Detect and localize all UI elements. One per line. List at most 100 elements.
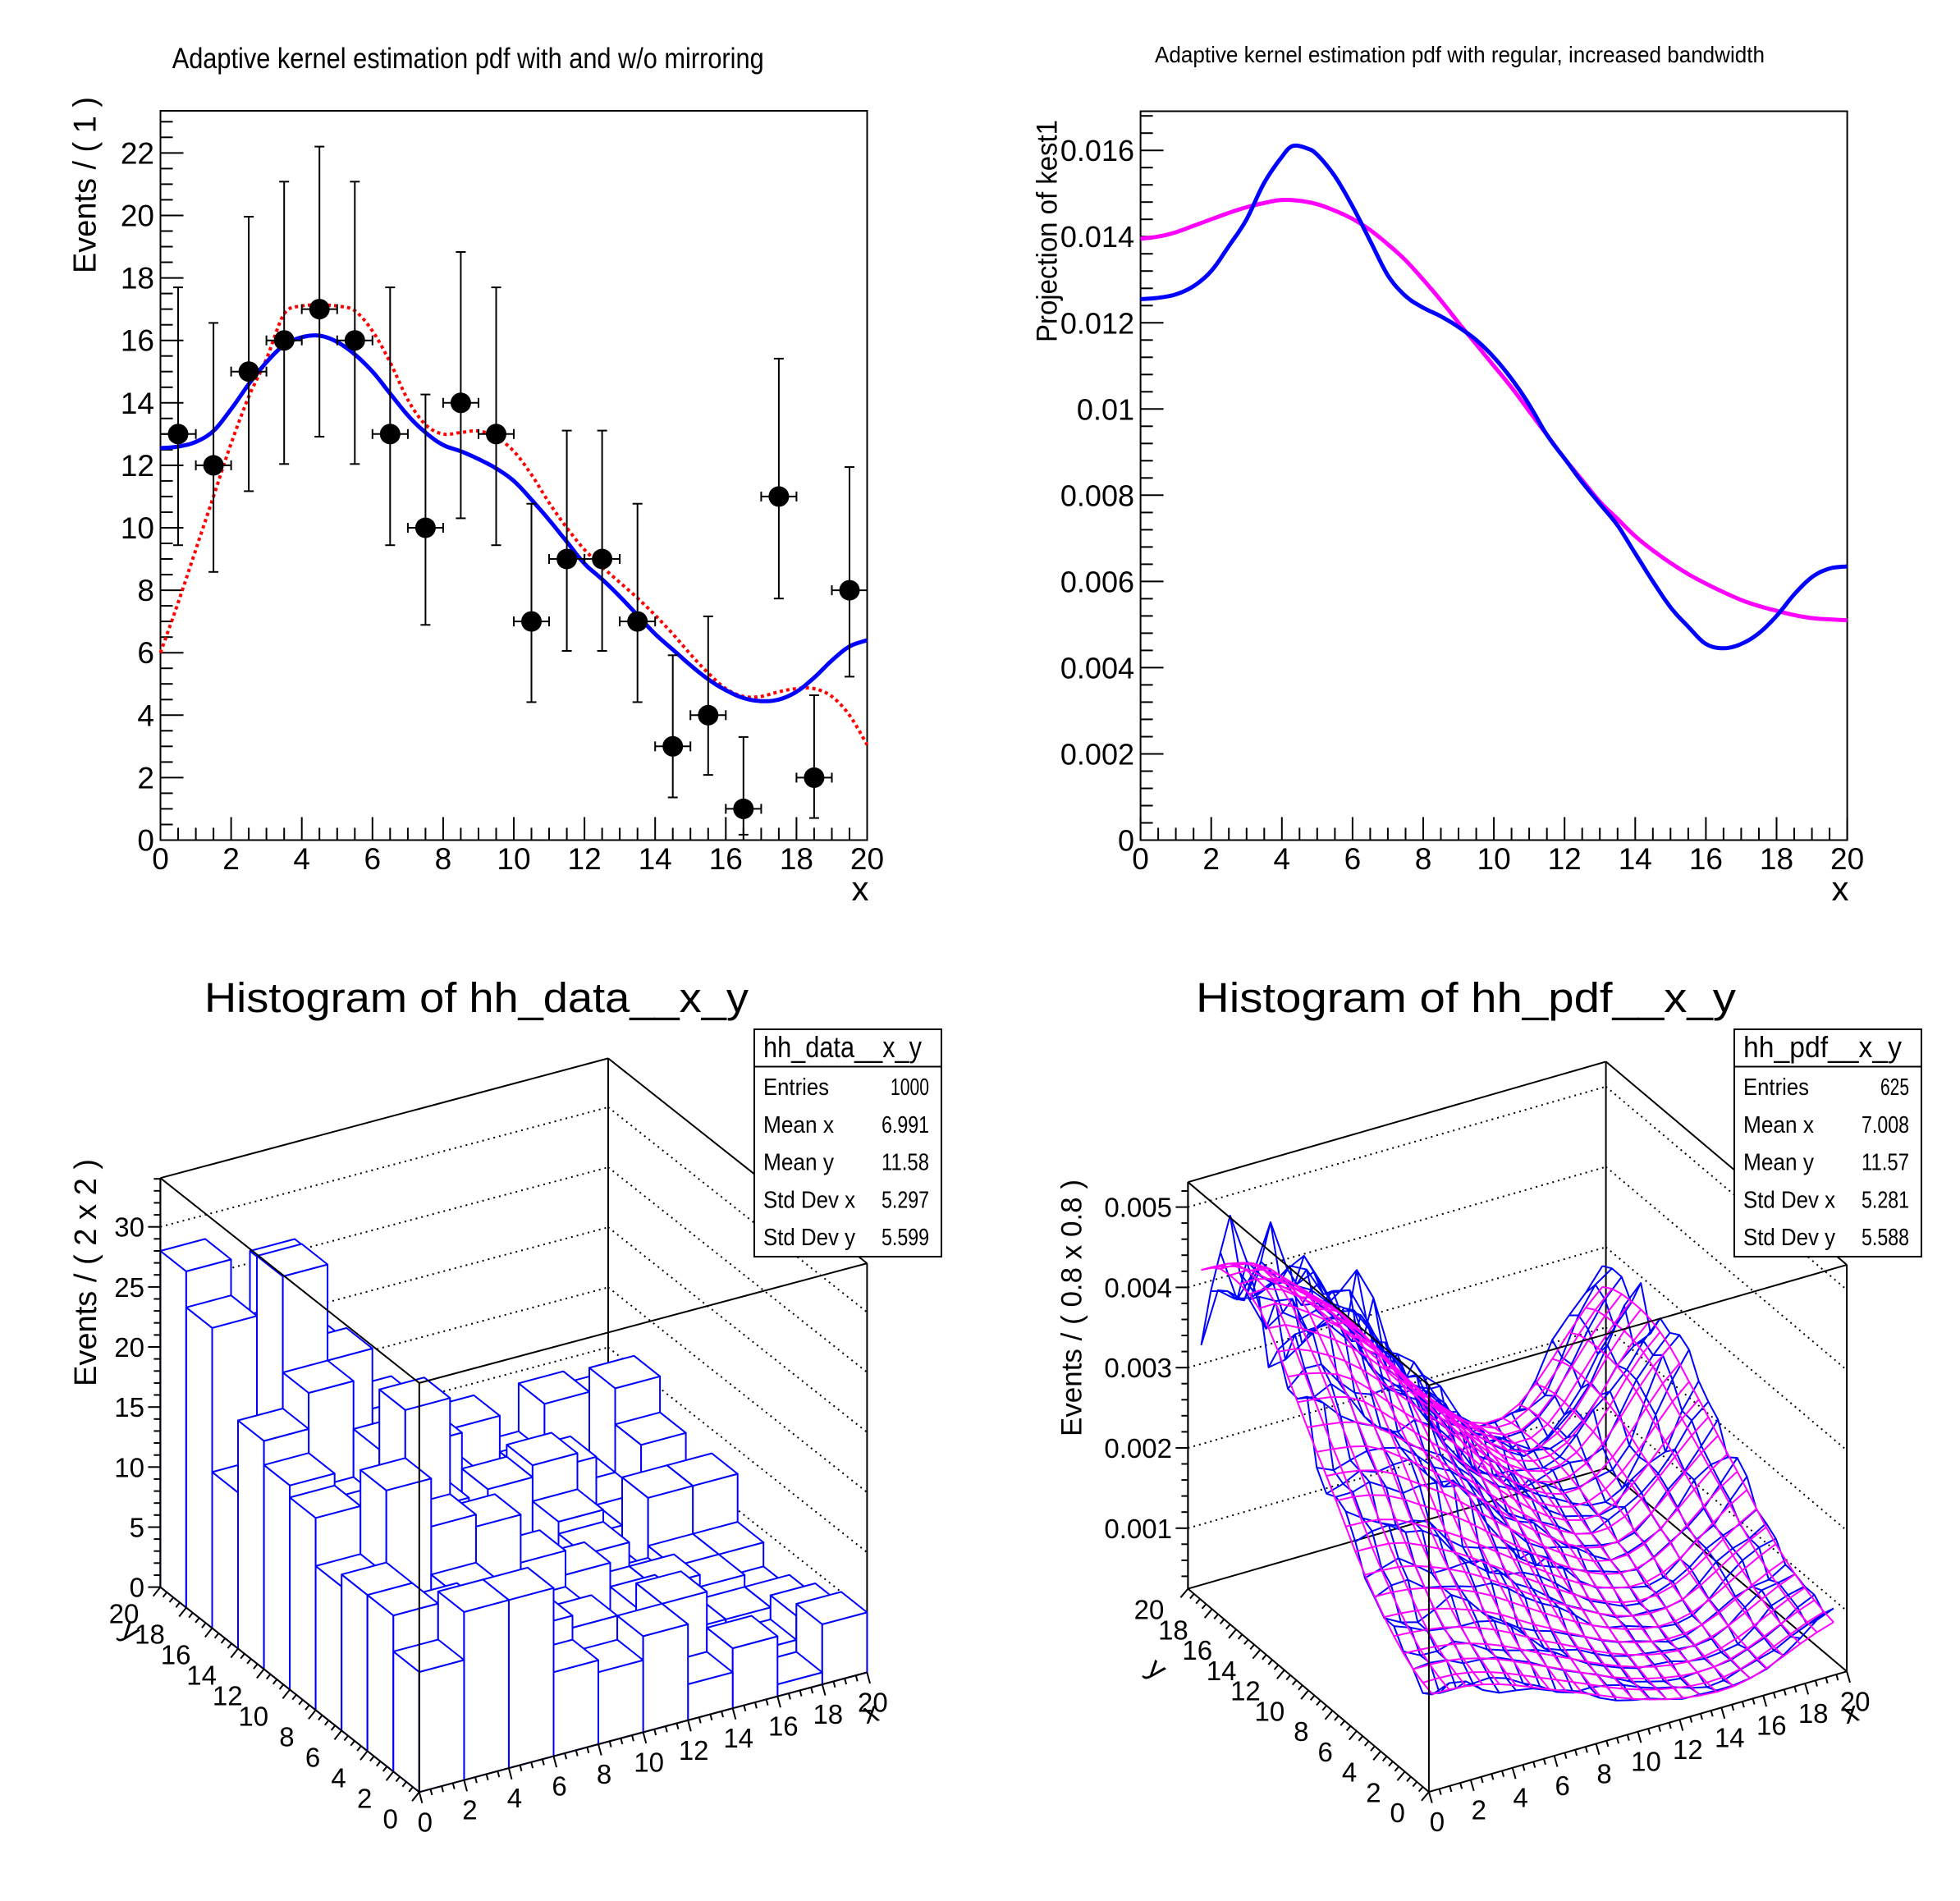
svg-text:Mean x: Mean x	[763, 1112, 834, 1138]
svg-text:Mean x: Mean x	[1743, 1112, 1814, 1138]
svg-text:Entries: Entries	[763, 1074, 829, 1101]
svg-text:20: 20	[114, 1332, 144, 1363]
svg-text:6: 6	[1555, 1770, 1570, 1801]
svg-text:20: 20	[109, 1599, 140, 1629]
svg-text:18: 18	[1798, 1698, 1829, 1729]
svg-text:x: x	[1832, 869, 1849, 908]
svg-text:10: 10	[121, 511, 154, 545]
svg-text:8: 8	[137, 574, 154, 607]
svg-text:6: 6	[552, 1771, 566, 1802]
svg-text:0.004: 0.004	[1104, 1272, 1172, 1303]
svg-text:25: 25	[114, 1272, 144, 1303]
svg-text:20: 20	[1134, 1595, 1165, 1625]
svg-text:18: 18	[1760, 842, 1793, 876]
svg-text:18: 18	[780, 842, 813, 876]
svg-text:0.006: 0.006	[1060, 565, 1134, 598]
svg-text:hh_data__x_y: hh_data__x_y	[763, 1030, 922, 1064]
svg-text:Std Dev x: Std Dev x	[763, 1187, 855, 1213]
svg-text:16: 16	[1689, 842, 1723, 876]
svg-text:16: 16	[161, 1640, 191, 1670]
svg-text:8: 8	[1415, 842, 1432, 876]
svg-text:6: 6	[305, 1742, 320, 1772]
svg-text:16: 16	[1182, 1635, 1212, 1665]
svg-text:Events / ( 1 ): Events / ( 1 )	[68, 97, 103, 273]
svg-text:10: 10	[634, 1747, 664, 1777]
svg-text:16: 16	[768, 1711, 799, 1742]
svg-text:5.281: 5.281	[1862, 1187, 1909, 1213]
svg-text:0.003: 0.003	[1104, 1353, 1172, 1383]
svg-text:0: 0	[1390, 1798, 1405, 1828]
svg-text:0.001: 0.001	[1104, 1514, 1172, 1544]
svg-text:12: 12	[121, 449, 154, 483]
svg-text:20: 20	[1830, 842, 1864, 876]
svg-text:6: 6	[137, 636, 154, 670]
svg-text:5.599: 5.599	[882, 1225, 929, 1251]
svg-text:4: 4	[331, 1762, 346, 1793]
svg-text:Events / ( 0.8 x 0.8 ): Events / ( 0.8 x 0.8 )	[1056, 1180, 1088, 1436]
svg-text:5.588: 5.588	[1862, 1225, 1909, 1251]
svg-text:14: 14	[639, 842, 672, 876]
svg-text:0.016: 0.016	[1060, 134, 1134, 167]
svg-text:625: 625	[1880, 1074, 1909, 1101]
svg-text:8: 8	[1596, 1758, 1611, 1789]
svg-text:14: 14	[723, 1723, 753, 1753]
svg-text:20: 20	[121, 199, 154, 233]
svg-text:Std Dev y: Std Dev y	[1743, 1225, 1835, 1251]
svg-text:0: 0	[1118, 824, 1134, 858]
svg-text:2: 2	[462, 1795, 477, 1825]
svg-text:0.012: 0.012	[1060, 306, 1134, 340]
svg-text:12: 12	[1230, 1676, 1261, 1706]
svg-text:20: 20	[1840, 1686, 1871, 1716]
svg-text:12: 12	[213, 1681, 243, 1711]
svg-text:2: 2	[1202, 842, 1220, 876]
svg-text:12: 12	[1673, 1734, 1703, 1765]
svg-text:Projection of kest1: Projection of kest1	[1032, 120, 1064, 342]
svg-text:0: 0	[382, 1803, 397, 1834]
svg-text:10: 10	[1477, 842, 1511, 876]
svg-text:Adaptive kernel estimation pdf: Adaptive kernel estimation pdf with regu…	[1155, 42, 1765, 67]
svg-text:10: 10	[1631, 1747, 1661, 1777]
svg-text:16: 16	[121, 324, 154, 358]
svg-text:Histogram of hh_data__x_y: Histogram of hh_data__x_y	[204, 974, 749, 1021]
svg-text:8: 8	[597, 1759, 611, 1789]
svg-text:2: 2	[137, 761, 154, 795]
svg-text:14: 14	[1207, 1656, 1237, 1686]
svg-text:7.008: 7.008	[1862, 1112, 1909, 1138]
svg-text:0.008: 0.008	[1060, 479, 1134, 512]
svg-text:18: 18	[121, 262, 154, 295]
svg-text:14: 14	[186, 1661, 217, 1691]
svg-text:Entries: Entries	[1743, 1074, 1809, 1101]
svg-text:2: 2	[222, 842, 240, 876]
svg-text:4: 4	[507, 1783, 522, 1813]
svg-text:14: 14	[1715, 1722, 1745, 1752]
svg-text:10: 10	[114, 1452, 144, 1482]
svg-text:20: 20	[850, 842, 884, 876]
svg-text:11.57: 11.57	[1862, 1150, 1909, 1176]
svg-text:30: 30	[114, 1212, 144, 1243]
svg-text:Histogram of hh_pdf__x_y: Histogram of hh_pdf__x_y	[1196, 974, 1737, 1021]
svg-text:18: 18	[813, 1699, 843, 1729]
svg-text:14: 14	[1619, 842, 1652, 876]
svg-text:0: 0	[137, 824, 154, 858]
svg-text:12: 12	[568, 842, 602, 876]
svg-text:Std Dev y: Std Dev y	[763, 1225, 855, 1251]
svg-text:11.58: 11.58	[882, 1150, 929, 1176]
svg-text:6: 6	[1318, 1737, 1333, 1767]
svg-text:16: 16	[1756, 1711, 1787, 1741]
svg-text:16: 16	[709, 842, 743, 876]
svg-text:15: 15	[114, 1392, 144, 1422]
svg-text:Events / ( 2 x 2 ): Events / ( 2 x 2 )	[69, 1159, 103, 1386]
svg-text:8: 8	[1294, 1716, 1308, 1747]
svg-text:10: 10	[1254, 1696, 1285, 1726]
svg-text:10: 10	[238, 1702, 268, 1732]
svg-text:hh_pdf__x_y: hh_pdf__x_y	[1743, 1030, 1902, 1064]
svg-text:0.01: 0.01	[1077, 392, 1134, 426]
svg-text:18: 18	[1158, 1615, 1188, 1645]
svg-text:6.991: 6.991	[882, 1112, 929, 1138]
svg-text:12: 12	[1548, 842, 1582, 876]
svg-text:8: 8	[435, 842, 452, 876]
svg-text:6: 6	[364, 842, 382, 876]
svg-text:Std Dev x: Std Dev x	[1743, 1187, 1835, 1213]
svg-text:4: 4	[293, 842, 310, 876]
svg-text:0.005: 0.005	[1104, 1193, 1172, 1223]
